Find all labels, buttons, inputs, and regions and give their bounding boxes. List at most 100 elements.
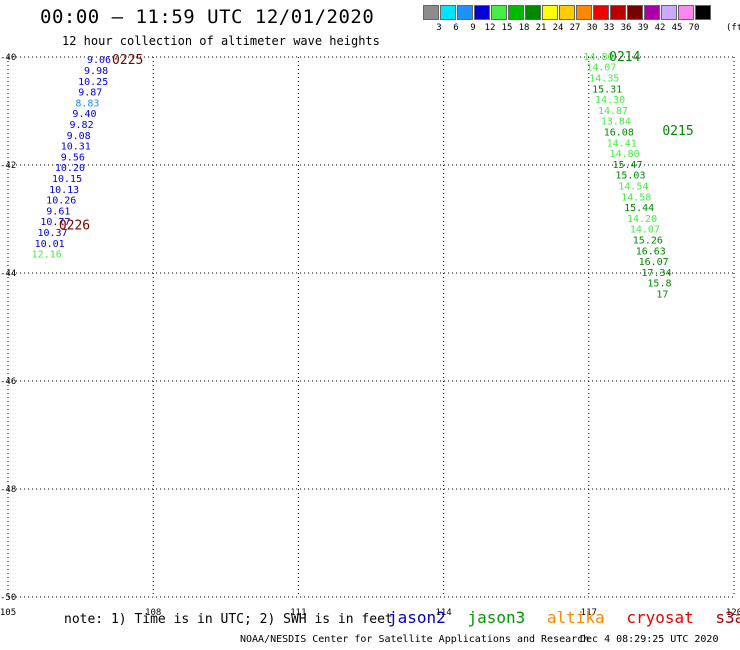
x-tick-label: 120	[726, 608, 740, 618]
data-point-jason3: 14.07	[630, 225, 660, 236]
x-tick-label: 114	[435, 608, 451, 618]
legend-s3a: s3a	[715, 608, 740, 627]
x-tick-label: 108	[145, 608, 161, 618]
data-point-jason2: 10.26	[46, 196, 76, 207]
footer-note: note: 1) Time is in UTC; 2) SWH is in fe…	[64, 612, 393, 627]
data-point-jason3: 15.47	[612, 160, 642, 171]
data-point-jason2: 10.01	[35, 239, 65, 250]
scale-swatch	[695, 5, 711, 20]
y-tick-label: -44	[0, 269, 16, 279]
data-point-jason3: 15.44	[624, 203, 654, 214]
scale-swatch	[593, 5, 609, 20]
data-point-jason2: 9.06	[87, 55, 111, 66]
scale-swatch	[423, 5, 439, 20]
chart-title: 00:00 – 11:59 UTC 12/01/2020	[40, 6, 375, 28]
data-point-jason2: 10.31	[61, 142, 91, 153]
scale-label: 12	[484, 23, 496, 33]
data-point-jason3: 14.80	[583, 52, 613, 63]
y-tick-label: -50	[0, 593, 16, 603]
scale-swatch	[542, 5, 558, 20]
satellite-legend: jason2 jason3 altika cryosat s3a	[388, 608, 740, 627]
scale-swatch	[559, 5, 575, 20]
data-point-jason3: 15.26	[633, 236, 663, 247]
scale-swatch	[508, 5, 524, 20]
data-point-jason3: 17	[656, 290, 668, 301]
data-point-jason2: 9.87	[78, 88, 102, 99]
scale-swatch	[491, 5, 507, 20]
scale-label: 9	[470, 23, 476, 33]
data-point-jason2: 9.82	[70, 120, 94, 131]
scale-label: 33	[603, 23, 615, 33]
scale-unit-label: (ft)	[726, 23, 740, 33]
scale-label: 24	[552, 23, 564, 33]
data-point-jason3: 16.07	[639, 257, 669, 268]
time-label: 0215	[662, 124, 693, 139]
scale-swatch	[644, 5, 660, 20]
credit-line: NOAA/NESDIS Center for Satellite Applica…	[240, 634, 590, 645]
scale-label: 18	[518, 23, 530, 33]
scale-swatch	[627, 5, 643, 20]
scale-swatch	[457, 5, 473, 20]
y-tick-label: -40	[0, 53, 16, 63]
legend-cryosat: cryosat	[626, 608, 694, 627]
legend-jason2: jason2	[388, 608, 446, 627]
y-tick-label: -46	[0, 377, 16, 387]
y-tick-label: -48	[0, 485, 16, 495]
data-point-jason2: 10.37	[37, 228, 67, 239]
data-point-jason3: 14.07	[586, 63, 616, 74]
data-point-jason3: 14.20	[627, 214, 657, 225]
data-point-jason3: 14.35	[589, 74, 619, 85]
x-tick-label: 111	[290, 608, 306, 618]
scale-label: 42	[654, 23, 666, 33]
scale-swatch	[576, 5, 592, 20]
scale-label: 36	[620, 23, 632, 33]
data-point-jason2: 9.98	[84, 66, 108, 77]
scale-label: 30	[586, 23, 598, 33]
data-point-jason2: 9.56	[61, 152, 85, 163]
data-point-jason3: 17.34	[642, 268, 672, 279]
scale-swatch	[610, 5, 626, 20]
data-point-jason2: 10.15	[52, 174, 82, 185]
data-point-jason2: 9.61	[46, 206, 70, 217]
scale-swatch	[440, 5, 456, 20]
data-point-jason2: 10.77	[40, 217, 70, 228]
x-tick-label: 117	[581, 608, 597, 618]
data-point-jason2: 10.13	[49, 185, 79, 196]
data-point-jason3: 16.08	[604, 128, 634, 139]
data-point-jason3: 15.31	[592, 84, 622, 95]
data-point-jason3: 13.84	[601, 117, 631, 128]
scale-label: 27	[569, 23, 581, 33]
data-point-jason3: 14.54	[618, 182, 648, 193]
scale-label: 39	[637, 23, 649, 33]
data-point-jason3: 14.87	[598, 106, 628, 117]
scale-label: 3	[436, 23, 442, 33]
data-point-jason3: 14.30	[595, 95, 625, 106]
scale-swatch	[525, 5, 541, 20]
data-point-jason2: 9.08	[67, 131, 91, 142]
data-point-jason2: 9.40	[72, 109, 96, 120]
x-tick-label: 105	[0, 608, 16, 618]
data-point-jason2: 10.25	[78, 77, 108, 88]
chart-subtitle: 12 hour collection of altimeter wave hei…	[62, 34, 380, 48]
time-label: 0226	[59, 218, 90, 233]
data-point-jason3: 16.63	[636, 246, 666, 257]
scale-swatch	[661, 5, 677, 20]
scale-label: 21	[535, 23, 547, 33]
data-point-jason3: 14.41	[607, 138, 637, 149]
scale-label: 70	[688, 23, 700, 33]
data-point-jason2: 8.83	[75, 98, 99, 109]
time-label: 0214	[609, 50, 640, 65]
scale-swatch	[474, 5, 490, 20]
scale-swatch	[678, 5, 694, 20]
scale-label: 45	[671, 23, 683, 33]
scale-label: 6	[453, 23, 459, 33]
data-point-jason3: 15.03	[615, 171, 645, 182]
data-point-jason2: 10.20	[55, 163, 85, 174]
data-point-jason2: 12.16	[32, 250, 62, 261]
legend-altika: altika	[546, 608, 605, 627]
data-point-jason3: 14.58	[621, 192, 651, 203]
legend-jason3: jason3	[467, 608, 526, 627]
time-label: 0225	[112, 53, 143, 68]
data-point-jason3: 14.80	[610, 149, 640, 160]
